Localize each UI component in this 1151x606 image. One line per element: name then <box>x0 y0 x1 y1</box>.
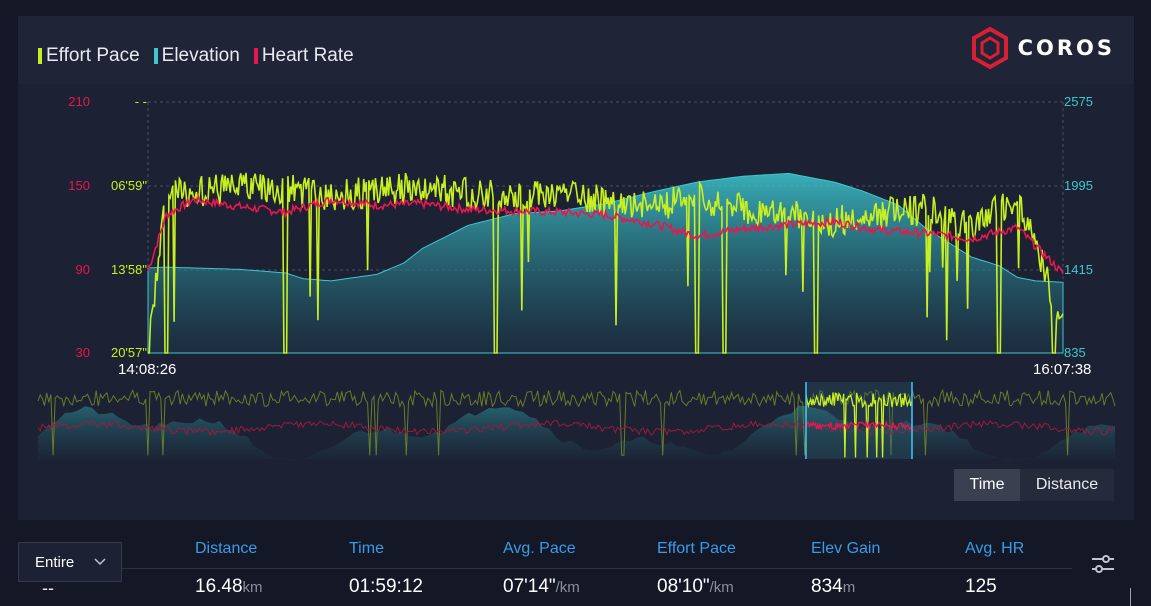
stat-avg-hr-label: Avg. HR <box>965 540 1025 557</box>
stat-elev-gain-label: Elev Gain <box>811 540 881 557</box>
time-start-label: 14:08:26 <box>118 361 176 378</box>
stat-effort-pace-label: Effort Pace <box>657 540 736 557</box>
stat-time-value: 01:59:12 <box>349 576 423 597</box>
hr-tick-label: 90 <box>76 262 90 277</box>
stat-effort-pace: Effort Pace 08'10"/km <box>657 540 736 598</box>
elevation-tick-label: 1995 <box>1064 178 1093 193</box>
elevation-swatch <box>153 48 158 64</box>
overview-pace <box>37 388 1116 456</box>
hr-tick-label: 30 <box>76 345 90 360</box>
heart-rate-line <box>147 193 1064 275</box>
stat-avg-pace-label: Avg. Pace <box>503 540 576 557</box>
legend-heart-rate[interactable]: Heart Rate <box>253 45 354 67</box>
overview-elevation <box>38 405 1115 464</box>
stat-avg-hr: Avg. HR 125 <box>965 540 1024 598</box>
legend-elevation[interactable]: Elevation <box>153 45 240 67</box>
effort-pace-swatch <box>38 48 42 64</box>
chevron-down-icon <box>94 558 106 566</box>
coros-hexagon-icon <box>971 26 1008 70</box>
coros-logo: COROS <box>970 26 1115 70</box>
stat-distance-unit: km <box>242 579 263 596</box>
hr-tick-label: 210 <box>68 94 90 109</box>
legend-elevation-label: Elevation <box>161 45 240 66</box>
segment-dash: -- <box>42 578 54 598</box>
range-select[interactable]: Entire <box>18 542 122 582</box>
stat-elev-gain-unit: m <box>842 579 856 596</box>
stat-distance-value: 16.48 <box>195 576 243 597</box>
pace-tick-label: 06'59" <box>111 178 147 193</box>
sliders-icon[interactable] <box>1090 553 1116 575</box>
stat-elev-gain: Elev Gain 834m <box>811 540 880 598</box>
stat-time-label: Time <box>349 540 384 557</box>
stat-time: Time 01:59:12 <box>349 540 423 598</box>
stat-effort-pace-value: 08'10" <box>657 576 710 597</box>
elevation-tick-label: 2575 <box>1064 94 1093 109</box>
pace-tick-label: 13'58" <box>111 262 147 277</box>
heart-rate-swatch <box>253 48 258 64</box>
hr-tick-label: 150 <box>68 178 90 193</box>
legend-heart-rate-label: Heart Rate <box>261 45 354 66</box>
stat-avg-pace: Avg. Pace 07'14"/km <box>503 540 580 598</box>
scrollbar-indicator[interactable] <box>1130 588 1131 606</box>
effort-pace-line <box>148 172 1064 354</box>
pace-tick-label: 20'57" <box>111 345 147 360</box>
coros-logo-text: COROS <box>1017 36 1115 60</box>
elevation-tick-label: 835 <box>1064 345 1086 360</box>
stat-avg-hr-value: 125 <box>965 576 997 597</box>
overview-selection-window[interactable] <box>806 382 912 459</box>
stats-divider <box>122 568 1072 569</box>
legend-effort-pace[interactable]: Effort Pace <box>38 45 140 67</box>
chart-legend: Effort Pace Elevation Heart Rate <box>38 45 354 67</box>
stat-avg-pace-unit: /km <box>555 579 580 596</box>
stat-elev-gain-value: 834 <box>811 576 843 597</box>
range-select-value: Entire <box>35 553 75 571</box>
pace-axis: - - 06'59" 13'58" 20'57" <box>111 94 147 360</box>
overview-heart-rate <box>37 419 1116 437</box>
stat-distance: Distance 16.48km <box>195 540 263 598</box>
distance-toggle-button[interactable]: Distance <box>1020 469 1114 501</box>
hr-axis: 210 150 90 30 <box>68 94 90 360</box>
time-toggle-button[interactable]: Time <box>954 469 1020 501</box>
selection-pace <box>805 391 913 458</box>
chart-header <box>18 16 1134 84</box>
x-axis-toggle: Time Distance <box>954 469 1114 501</box>
time-end-label: 16:07:38 <box>1033 361 1091 378</box>
stat-distance-label: Distance <box>195 540 258 557</box>
elevation-tick-label: 1415 <box>1064 262 1093 277</box>
workout-chart[interactable]: 210 150 90 30 - - 06'59" 13'58" 20'57" 2575 199… <box>0 0 1151 470</box>
legend-effort-pace-label: Effort Pace <box>46 45 140 66</box>
stat-avg-pace-value: 07'14" <box>503 576 556 597</box>
selection-heart-rate <box>805 420 913 431</box>
stat-effort-pace-unit: /km <box>709 579 734 596</box>
overview-navigator[interactable] <box>37 382 1116 464</box>
elevation-axis: 2575 1995 1415 835 <box>1064 94 1093 360</box>
pace-tick-label: - - <box>135 94 147 109</box>
